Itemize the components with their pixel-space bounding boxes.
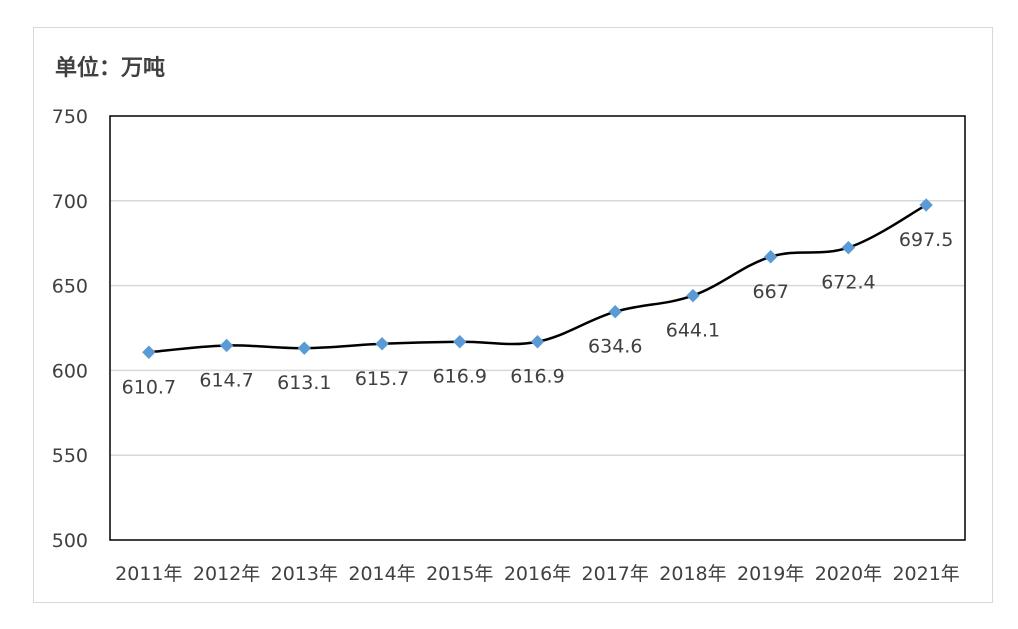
y-tick-label: 600 — [52, 360, 88, 382]
data-point-marker — [919, 198, 933, 212]
x-tick-label: 2012年 — [193, 563, 260, 585]
x-tick-label: 2019年 — [737, 563, 804, 585]
y-tick-label: 650 — [52, 276, 88, 298]
x-tick-label: 2018年 — [659, 563, 726, 585]
data-label: 616.9 — [433, 366, 487, 388]
data-label: 614.7 — [199, 369, 253, 391]
y-tick-label: 700 — [52, 191, 88, 213]
data-label: 697.5 — [899, 229, 953, 251]
x-tick-label: 2017年 — [582, 563, 649, 585]
data-point-marker — [453, 335, 467, 349]
y-tick-label: 550 — [52, 445, 88, 467]
x-tick-label: 2013年 — [271, 563, 338, 585]
series-line — [148, 203, 927, 354]
data-label: 613.1 — [277, 372, 331, 394]
x-tick-label: 2021年 — [892, 563, 959, 585]
data-label: 615.7 — [355, 368, 409, 390]
x-tick-label: 2015年 — [426, 563, 493, 585]
data-point-marker — [375, 337, 389, 351]
data-label: 667 — [753, 281, 789, 303]
x-tick-label: 2016年 — [504, 563, 571, 585]
data-point-marker — [763, 250, 778, 264]
y-tick-label: 500 — [52, 530, 88, 552]
data-point-marker — [608, 305, 622, 319]
data-point-marker — [142, 345, 156, 359]
x-tick-label: 2011年 — [115, 563, 182, 585]
data-label: 644.1 — [666, 320, 720, 342]
data-label: 616.9 — [510, 366, 564, 388]
data-label: 672.4 — [821, 272, 875, 294]
unit-label: 单位：万吨 — [55, 56, 166, 81]
data-label: 610.7 — [122, 376, 176, 398]
y-tick-label: 750 — [52, 106, 88, 128]
x-tick-label: 2014年 — [348, 563, 415, 585]
data-label: 634.6 — [588, 336, 642, 358]
data-point-marker — [219, 338, 234, 353]
data-point-marker — [530, 335, 545, 349]
data-point-marker — [297, 341, 312, 355]
data-point-marker — [841, 240, 856, 255]
x-tick-label: 2020年 — [815, 563, 882, 585]
plot-area-border — [109, 115, 966, 541]
data-point-marker — [686, 288, 700, 303]
chart-frame — [33, 27, 993, 603]
